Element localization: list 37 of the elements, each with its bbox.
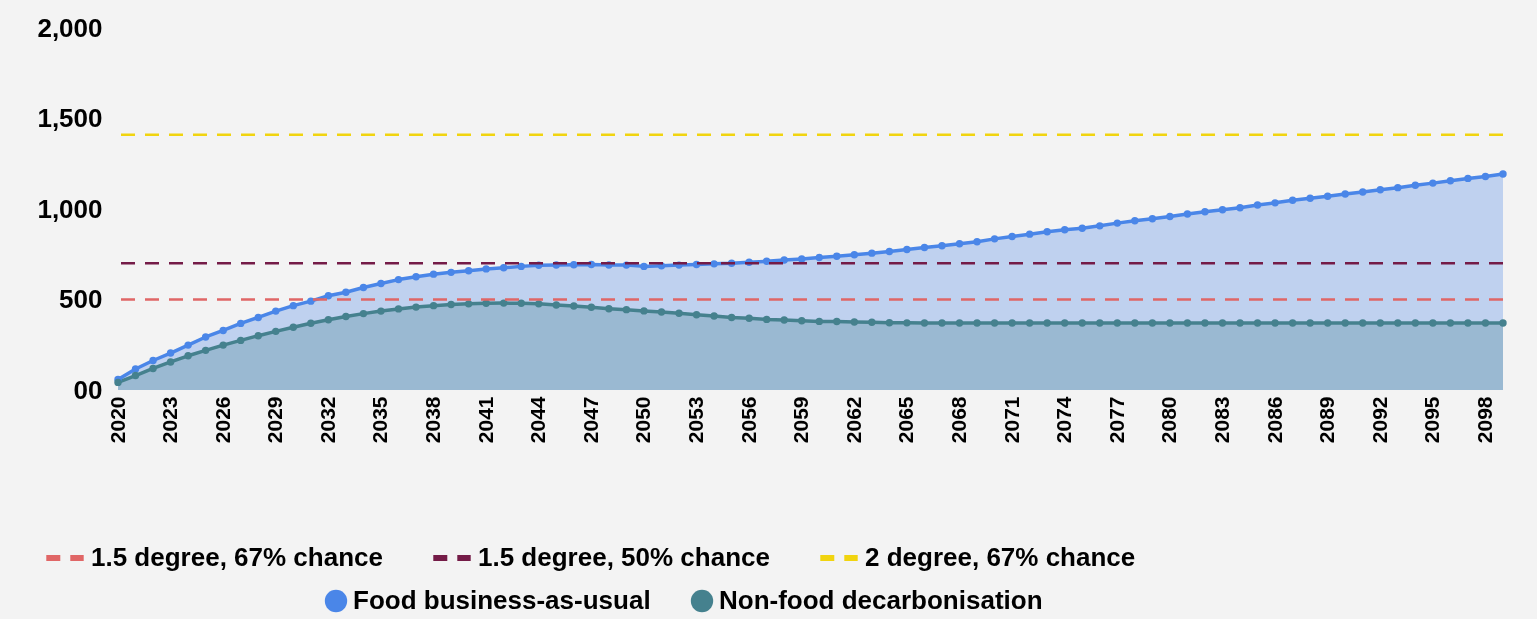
legend-label: 1.5 degree, 50% chance xyxy=(478,542,770,572)
x-tick-label: 2035 xyxy=(368,396,392,444)
x-tick-label: 2026 xyxy=(210,396,234,444)
x-tick-label: 2098 xyxy=(1472,396,1496,444)
x-tick-label: 2062 xyxy=(841,396,865,444)
x-tick-label: 2095 xyxy=(1420,396,1444,444)
x-tick-label: 2086 xyxy=(1262,396,1286,444)
x-tick-label: 2023 xyxy=(158,396,182,444)
legend-label: Food business-as-usual xyxy=(353,585,651,615)
legend-label: Non-food decarbonisation xyxy=(719,585,1043,615)
x-tick-label: 2032 xyxy=(315,396,339,444)
x-tick-label: 2047 xyxy=(578,396,602,444)
x-tick-label: 2050 xyxy=(631,396,655,444)
x-tick-label: 2068 xyxy=(947,396,971,444)
x-tick-label: 2053 xyxy=(684,396,708,444)
x-tick-label: 2038 xyxy=(421,396,445,444)
x-tick-label: 2074 xyxy=(1052,396,1076,444)
x-tick-label: 2044 xyxy=(526,396,550,444)
y-tick-label: 1,500 xyxy=(37,103,103,133)
x-tick-label: 2020 xyxy=(105,396,129,444)
x-tick-label: 2083 xyxy=(1209,396,1233,444)
x-tick-label: 2041 xyxy=(473,396,497,444)
x-tick-label: 2065 xyxy=(894,396,918,444)
x-tick-label: 2092 xyxy=(1367,396,1391,444)
x-tick-label: 2071 xyxy=(999,396,1023,444)
y-tick-label: 00 xyxy=(73,374,103,405)
x-tick-label: 2077 xyxy=(1104,396,1128,444)
x-tick-label: 2029 xyxy=(263,396,287,444)
x-tick-label: 2056 xyxy=(736,396,760,444)
y-tick-label: 2,000 xyxy=(37,12,103,43)
x-tick-label: 2080 xyxy=(1157,396,1181,444)
legend-label: 2 degree, 67% chance xyxy=(865,542,1136,572)
legend-label: 1.5 degree, 67% chance xyxy=(91,542,383,572)
x-tick-label: 2059 xyxy=(789,396,813,444)
x-tick-label: 2089 xyxy=(1315,396,1339,444)
y-tick-label: 500 xyxy=(59,284,103,314)
y-tick-label: 1,000 xyxy=(37,193,103,224)
